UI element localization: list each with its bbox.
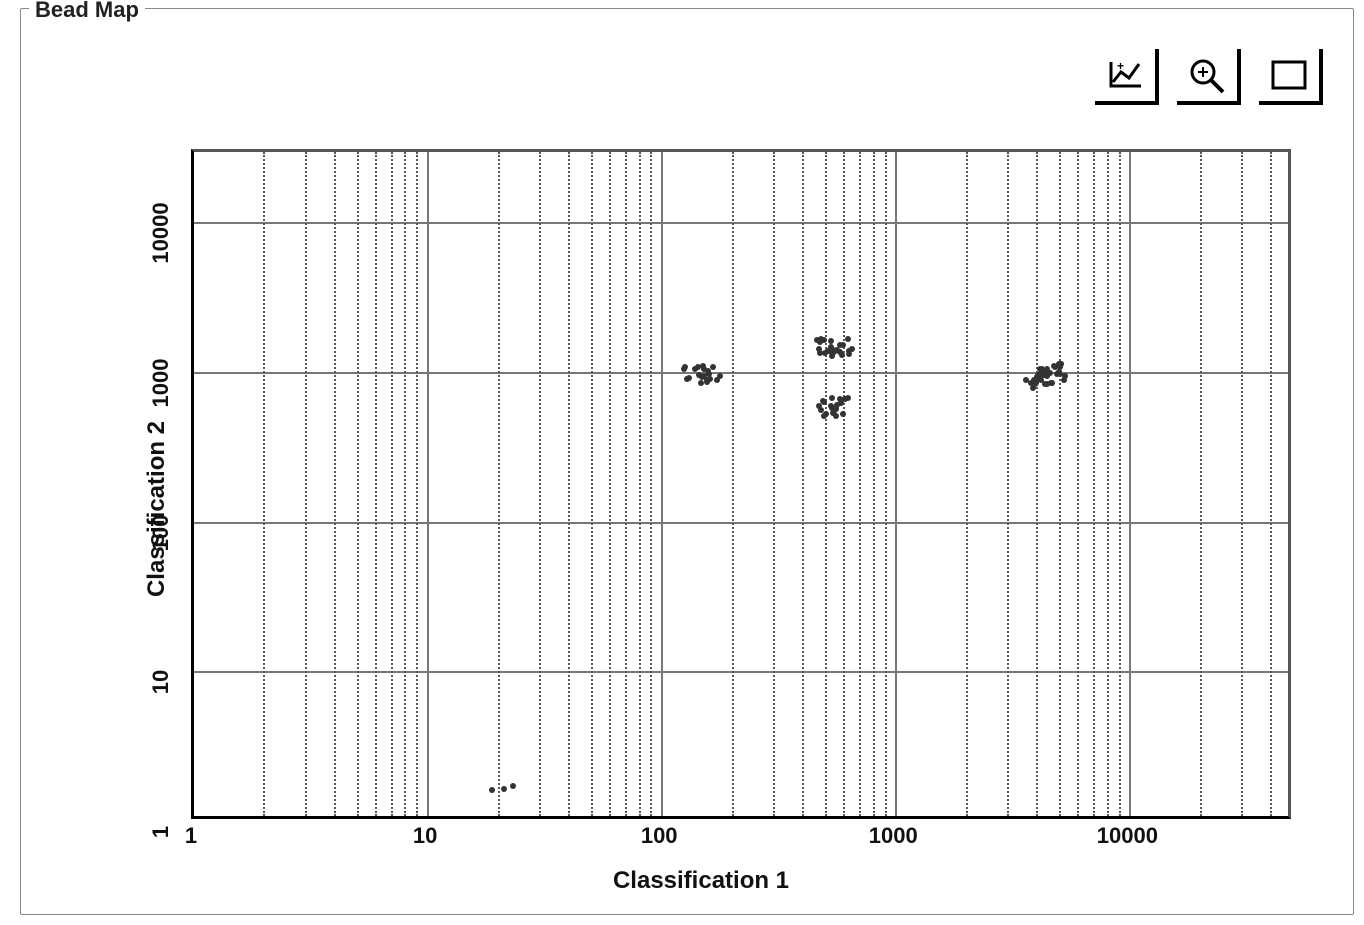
rectangle-icon: [1269, 58, 1309, 92]
bead-map-panel: Bead Map + Classification 2 Classifica: [20, 8, 1354, 915]
autoscale-icon: +: [1105, 58, 1145, 92]
data-point: [1049, 380, 1055, 386]
data-point: [1044, 373, 1050, 379]
plot-area[interactable]: [191, 149, 1291, 819]
data-point: [829, 395, 835, 401]
data-point: [710, 364, 716, 370]
y-tick-label: 100: [148, 514, 174, 551]
data-point: [489, 787, 495, 793]
data-point: [842, 396, 848, 402]
data-point: [833, 413, 839, 419]
data-point: [818, 407, 824, 413]
data-point: [714, 377, 720, 383]
chart-toolbar: +: [1095, 49, 1323, 105]
bead-map-chart: Classification 2 Classification 1 110100…: [81, 129, 1321, 889]
data-point: [1057, 364, 1063, 370]
data-point: [699, 374, 705, 380]
x-tick-label: 1000: [869, 823, 918, 849]
data-point: [814, 337, 820, 343]
panel-legend: Bead Map: [29, 0, 145, 23]
y-tick-label: 10000: [148, 203, 174, 264]
data-point: [832, 406, 838, 412]
svg-text:+: +: [1117, 59, 1124, 73]
zoom-button[interactable]: [1177, 49, 1241, 105]
data-point: [828, 338, 834, 344]
x-tick-label: 10000: [1097, 823, 1158, 849]
data-point: [829, 346, 835, 352]
data-point: [822, 350, 828, 356]
y-axis-ticks: 110100100010000: [131, 149, 179, 819]
x-tick-label: 10: [413, 823, 437, 849]
data-point: [701, 366, 707, 372]
magnifier-icon: [1187, 56, 1227, 94]
data-point: [707, 376, 713, 382]
data-point: [1061, 377, 1067, 383]
x-axis-ticks: 110100100010000: [191, 823, 1291, 853]
region-button[interactable]: [1259, 49, 1323, 105]
autoscale-button[interactable]: +: [1095, 49, 1159, 105]
data-point: [821, 337, 827, 343]
data-point: [1037, 366, 1043, 372]
x-tick-label: 100: [641, 823, 678, 849]
data-point: [1023, 377, 1029, 383]
data-point: [1051, 363, 1057, 369]
data-point: [695, 364, 701, 370]
data-point: [821, 413, 827, 419]
y-tick-label: 10: [148, 670, 174, 694]
data-point: [501, 786, 507, 792]
y-tick-label: 1: [148, 826, 174, 838]
data-point: [681, 366, 687, 372]
data-point: [686, 375, 692, 381]
data-point: [829, 353, 835, 359]
data-point: [510, 783, 516, 789]
data-point: [698, 380, 704, 386]
data-point: [821, 399, 827, 405]
data-point: [839, 352, 845, 358]
data-point: [840, 411, 846, 417]
y-tick-label: 1000: [148, 359, 174, 408]
data-point: [837, 342, 843, 348]
data-point: [845, 336, 851, 342]
data-point: [846, 348, 852, 354]
x-axis-label: Classification 1: [613, 867, 789, 895]
x-tick-label: 1: [185, 823, 197, 849]
data-point: [1031, 377, 1037, 383]
